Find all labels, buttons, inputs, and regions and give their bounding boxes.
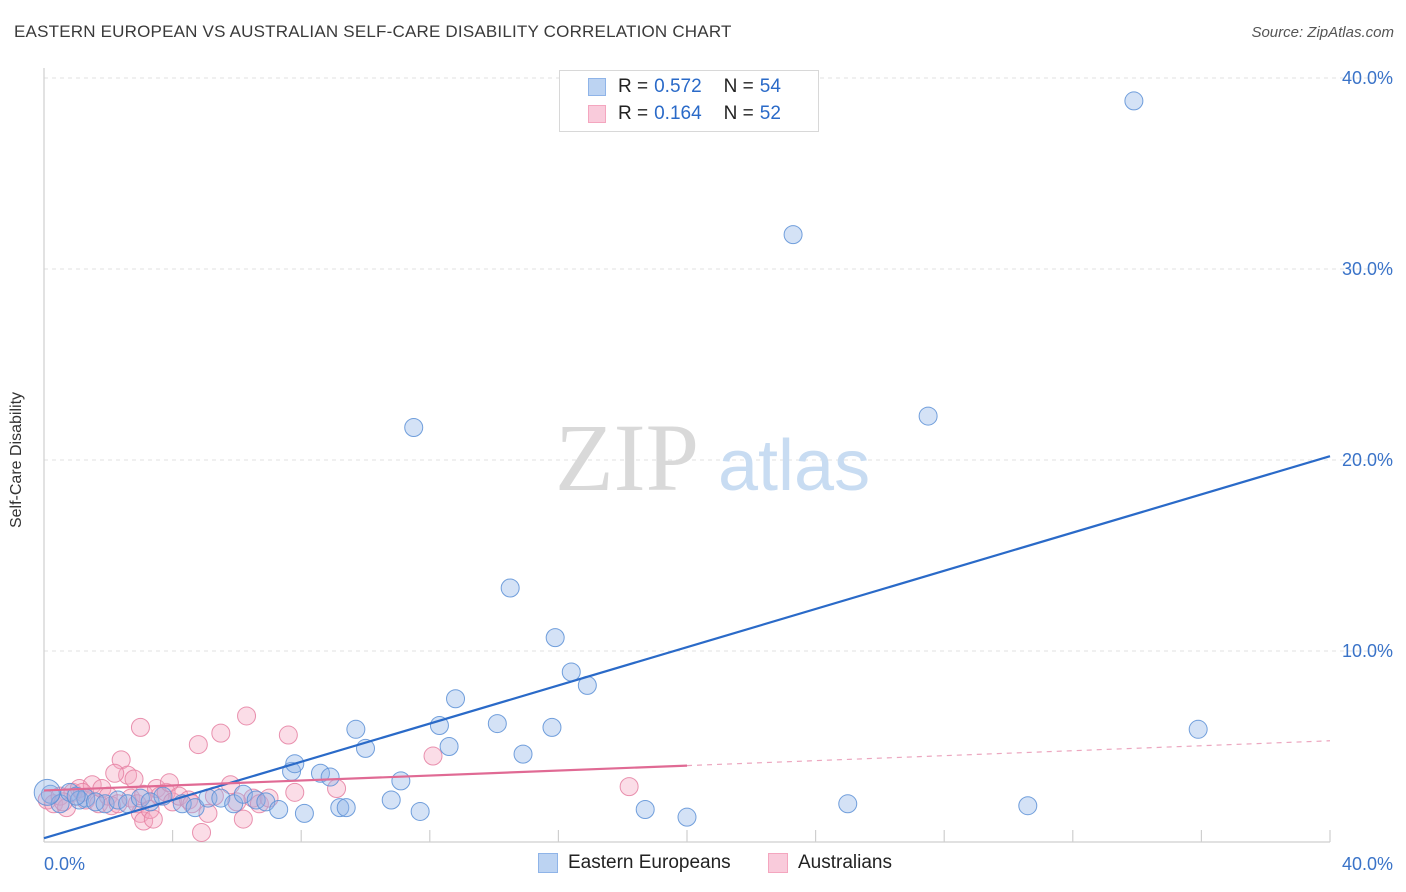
point-eastern-european	[246, 790, 266, 810]
point-australian	[192, 822, 212, 842]
point-australian	[188, 735, 208, 755]
point-australian	[278, 725, 298, 745]
point-eastern-european	[310, 763, 330, 783]
x-tick-labels: 0.0% 40.0%	[44, 854, 1393, 874]
point-australian	[423, 746, 443, 766]
legend-n-value: 52	[759, 103, 781, 124]
point-eastern-european	[500, 578, 520, 598]
trend-line-eastern-european	[43, 455, 1331, 840]
point-eastern-european	[320, 767, 340, 787]
point-eastern-european	[677, 807, 697, 827]
point-australian	[619, 777, 639, 797]
point-eastern-european	[69, 790, 89, 810]
point-australian	[233, 809, 253, 829]
point-australian	[105, 763, 125, 783]
point-eastern-european	[185, 798, 205, 818]
point-eastern-european	[391, 771, 411, 791]
legend-swatch-pink	[588, 105, 606, 123]
trend-line-australian-extension	[686, 740, 1331, 767]
point-eastern-european	[1188, 719, 1208, 739]
legend-n-value: 54	[759, 76, 781, 97]
point-eastern-european	[513, 744, 533, 764]
watermark-zip: ZIP	[555, 404, 699, 511]
point-australian	[124, 769, 144, 789]
point-eastern-european	[1018, 796, 1038, 816]
watermark-atlas: atlas	[718, 426, 870, 506]
point-eastern-european	[336, 798, 356, 818]
point-australian	[237, 706, 257, 726]
point-australian	[211, 723, 231, 743]
point-eastern-european	[635, 800, 655, 820]
x-tick-label: 40.0%	[1342, 854, 1393, 874]
watermark: ZIP atlas	[555, 404, 870, 511]
point-australian	[227, 792, 247, 812]
point-eastern-european	[783, 225, 803, 245]
y-tick-label: 30.0%	[1342, 259, 1393, 279]
point-australian	[134, 811, 154, 831]
point-eastern-european	[838, 794, 858, 814]
y-tick-labels: 10.0% 20.0% 30.0% 40.0%	[1342, 68, 1393, 661]
y-axis-label: Self-Care Disability	[8, 391, 25, 529]
bottom-legend-label: Australians	[798, 852, 892, 873]
point-eastern-european	[66, 786, 86, 806]
point-australian	[285, 782, 305, 802]
legend-n-label: N =	[723, 103, 754, 124]
point-eastern-european	[33, 778, 61, 806]
x-tick-label: 0.0%	[44, 854, 85, 874]
y-tick-label: 20.0%	[1342, 450, 1393, 470]
legend-row-australians: R = 0.164 N = 52	[588, 101, 781, 127]
point-eastern-european	[446, 689, 466, 709]
point-australian	[249, 794, 269, 814]
stats-legend: R = 0.572 N = 54 R = 0.164 N = 52	[559, 70, 819, 132]
bottom-legend-swatch-blue	[538, 853, 558, 873]
point-eastern-european	[410, 801, 430, 821]
point-eastern-european	[439, 737, 459, 756]
legend-r-label: R =	[618, 76, 649, 97]
point-eastern-european	[233, 784, 253, 804]
trend-line-australian	[43, 764, 688, 792]
x-ticks	[43, 830, 1331, 842]
bottom-legend-eastern-europeans: Eastern Europeans	[538, 852, 731, 874]
legend-n-label: N =	[723, 76, 754, 97]
point-eastern-european	[1124, 91, 1144, 111]
point-australian	[198, 803, 218, 823]
point-eastern-european	[85, 792, 105, 812]
y-tick-label: 10.0%	[1342, 641, 1393, 661]
point-eastern-european	[330, 798, 350, 818]
point-eastern-european	[404, 418, 424, 438]
point-eastern-european	[211, 788, 231, 808]
point-eastern-european	[487, 714, 507, 734]
legend-r-value: 0.164	[654, 103, 702, 124]
source-label: Source: ZipAtlas.com	[1251, 24, 1394, 41]
point-eastern-european	[294, 803, 314, 823]
chart-title: EASTERN EUROPEAN VS AUSTRALIAN SELF-CARE…	[14, 22, 732, 41]
bottom-legend-swatch-pink	[768, 853, 788, 873]
point-australian	[143, 809, 163, 829]
point-eastern-european	[269, 800, 289, 820]
bottom-legend-label: Eastern Europeans	[568, 852, 731, 873]
y-tick-label: 40.0%	[1342, 68, 1393, 88]
point-eastern-european	[95, 794, 115, 814]
point-australian	[130, 717, 150, 737]
point-eastern-european	[542, 717, 562, 737]
point-eastern-european	[918, 406, 938, 426]
point-eastern-european	[130, 788, 150, 808]
legend-r-label: R =	[618, 103, 649, 124]
point-eastern-european	[561, 662, 581, 682]
bottom-legend-australians: Australians	[768, 852, 892, 874]
legend-r-value: 0.572	[654, 76, 702, 97]
legend-row-eastern-europeans: R = 0.572 N = 54	[588, 74, 781, 100]
grid-lines	[44, 77, 1392, 652]
legend-swatch-blue	[588, 78, 606, 96]
point-eastern-european	[545, 628, 565, 648]
point-eastern-european	[224, 794, 244, 814]
trend-lines	[43, 455, 1331, 840]
point-eastern-european	[381, 790, 401, 810]
point-eastern-european	[108, 790, 128, 810]
point-eastern-european	[346, 719, 366, 739]
